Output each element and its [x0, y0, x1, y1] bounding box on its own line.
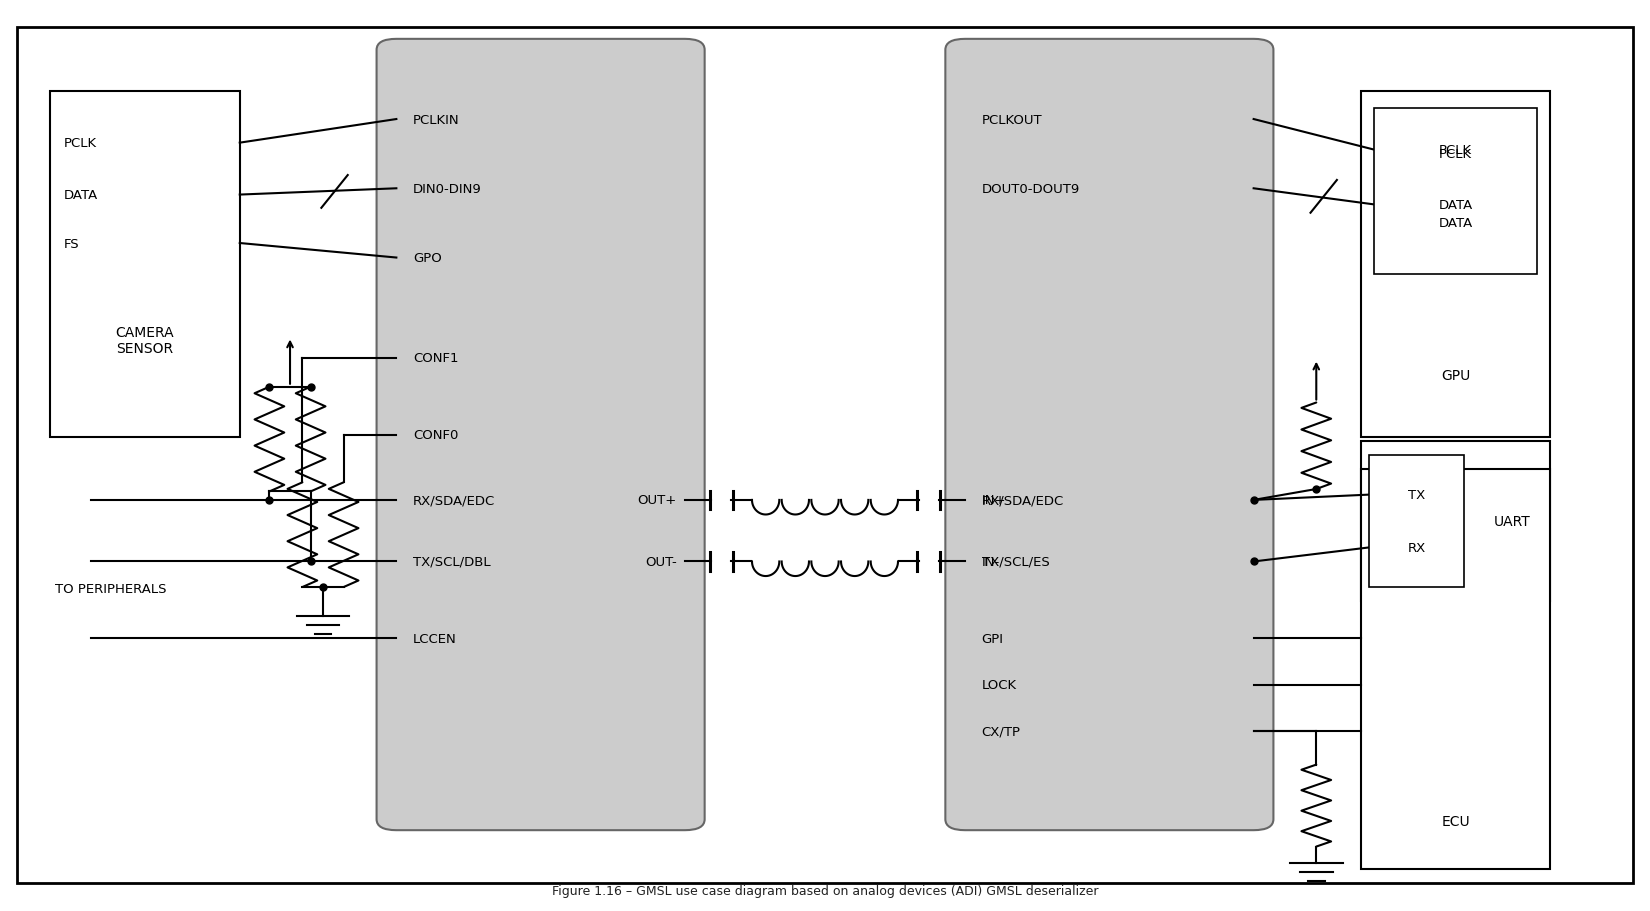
Text: TX/SCL/ES: TX/SCL/ES	[982, 556, 1049, 568]
Text: ECU: ECU	[1442, 814, 1470, 828]
Text: UART: UART	[1495, 515, 1531, 528]
Text: PCLK: PCLK	[1439, 148, 1472, 160]
Text: DIN0-DIN9: DIN0-DIN9	[412, 182, 482, 196]
Text: DATA: DATA	[1439, 217, 1473, 230]
Text: DOUT0-DOUT9: DOUT0-DOUT9	[982, 182, 1079, 196]
Text: RX/SDA/EDC: RX/SDA/EDC	[412, 494, 495, 507]
Bar	[1361, 469, 1551, 869]
Text: PCLKOUT: PCLKOUT	[982, 113, 1043, 127]
Bar	[50, 92, 239, 437]
Text: GPI: GPI	[982, 632, 1003, 645]
Bar	[1374, 109, 1538, 275]
Bar	[1361, 442, 1551, 601]
Text: GPO: GPO	[412, 251, 442, 265]
Text: TX/SCL/DBL: TX/SCL/DBL	[412, 556, 490, 568]
Text: GPU: GPU	[1440, 368, 1470, 382]
Text: CONF0: CONF0	[412, 428, 459, 442]
Text: CAMERA
SENSOR: CAMERA SENSOR	[116, 325, 175, 355]
FancyBboxPatch shape	[376, 40, 705, 830]
Bar	[1361, 92, 1551, 437]
Text: CX/TP: CX/TP	[982, 724, 1021, 737]
Text: IN+: IN+	[982, 494, 1006, 507]
Text: LOCK: LOCK	[982, 679, 1016, 691]
Bar	[1370, 456, 1464, 588]
Text: DATA: DATA	[63, 189, 97, 202]
Text: IN-: IN-	[982, 556, 1000, 568]
Text: PCLK: PCLK	[63, 137, 96, 150]
Text: RX: RX	[1407, 541, 1426, 554]
Text: TO PERIPHERALS: TO PERIPHERALS	[54, 583, 167, 596]
Text: DATA: DATA	[1439, 199, 1473, 211]
Text: OUT+: OUT+	[637, 494, 676, 507]
Text: CONF1: CONF1	[412, 352, 459, 364]
Text: FS: FS	[63, 237, 79, 251]
Text: OUT-: OUT-	[645, 556, 676, 568]
Text: LCCEN: LCCEN	[412, 632, 457, 645]
Text: PCLK: PCLK	[1439, 144, 1472, 157]
Text: PCLKIN: PCLKIN	[412, 113, 459, 127]
Text: TX: TX	[1407, 488, 1426, 502]
Text: Figure 1.16 – GMSL use case diagram based on analog devices (ADI) GMSL deseriali: Figure 1.16 – GMSL use case diagram base…	[551, 884, 1099, 896]
FancyBboxPatch shape	[945, 40, 1274, 830]
Text: RX/SDA/EDC: RX/SDA/EDC	[982, 494, 1064, 507]
